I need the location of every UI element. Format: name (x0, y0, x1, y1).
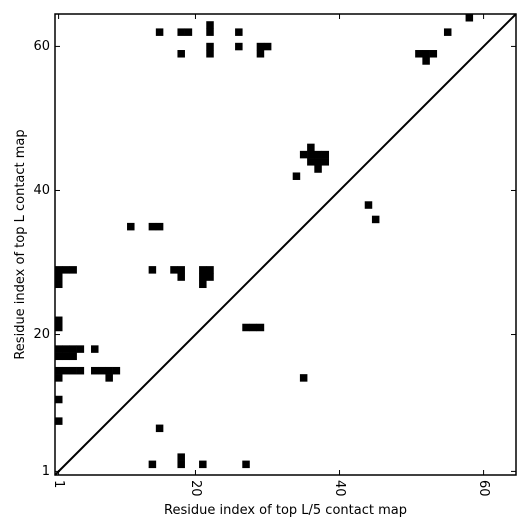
contact-cell (314, 165, 322, 173)
contact-cell (307, 143, 315, 152)
contact-cell (177, 453, 185, 461)
contact-cell (55, 280, 63, 289)
contact-cell (206, 266, 214, 274)
contact-cell (76, 366, 85, 375)
y-tick-label: 20 (33, 327, 50, 342)
contact-cell (364, 201, 373, 209)
contact-cell (148, 222, 157, 231)
contact-cell (112, 366, 121, 375)
contact-cell (321, 150, 330, 159)
contact-cell (256, 323, 265, 332)
contact-cell (98, 366, 106, 375)
contact-cell (177, 273, 185, 281)
contact-cell (321, 158, 330, 166)
contact-cell (62, 366, 70, 375)
y-axis-ticks: 1 20 40 60 (33, 39, 516, 479)
contact-cell (422, 57, 430, 65)
contact-cell (62, 266, 70, 274)
y-axis-label: Residue index of top L contact map (13, 129, 28, 359)
contact-cell (443, 28, 452, 36)
contact-cell (371, 215, 380, 224)
contact-cell (177, 460, 185, 469)
contact-cell (249, 323, 257, 332)
contact-cell (69, 266, 77, 274)
contact-cell (91, 345, 99, 353)
plot-frame (54, 13, 517, 476)
contact-cell (199, 460, 207, 469)
contact-cell (256, 42, 265, 51)
contact-cells (55, 14, 474, 469)
contact-cell (170, 266, 178, 274)
contact-cell (206, 273, 214, 281)
contact-cell (314, 158, 322, 166)
contact-cell (242, 460, 250, 469)
y-tick-label: 1 (42, 464, 50, 479)
contact-cell (307, 150, 315, 159)
contact-cell (199, 280, 207, 289)
x-tick-label: 1 (51, 480, 66, 488)
contact-cell (465, 14, 474, 22)
y-tick-label: 40 (33, 183, 50, 198)
contact-cell (235, 42, 243, 51)
contact-cell (148, 266, 157, 274)
contact-cell (415, 50, 423, 58)
contact-cell (69, 352, 77, 361)
contact-cell (69, 366, 77, 375)
x-tick-label: 60 (476, 480, 491, 497)
contact-cell (422, 50, 430, 58)
contact-cell (177, 50, 185, 58)
x-tick-label: 40 (332, 480, 347, 497)
contact-cell (206, 21, 214, 29)
contact-cell (91, 366, 99, 375)
contact-cell (55, 374, 63, 382)
x-axis-label: Residue index of top L/5 contact map (164, 503, 407, 518)
contact-cell (429, 50, 438, 58)
contact-cell (62, 352, 70, 361)
contact-cell (55, 345, 63, 353)
contact-cell (55, 417, 63, 425)
y-tick-label: 60 (33, 39, 50, 54)
contact-cell (206, 42, 214, 51)
x-tick-label: 20 (188, 480, 203, 497)
contact-cell (199, 273, 207, 281)
contact-cell (62, 345, 70, 353)
contact-cell (155, 222, 164, 231)
contact-cell (55, 316, 63, 325)
contact-cell (55, 266, 63, 274)
contact-cell (177, 28, 185, 36)
contact-cell (307, 158, 315, 166)
contact-cell (148, 460, 157, 469)
contact-cell (299, 374, 308, 382)
contact-cell (55, 273, 63, 281)
contact-cell (184, 28, 193, 36)
x-axis-ticks: 1 20 40 60 (51, 14, 491, 497)
contact-cell (155, 424, 164, 433)
contact-cell (292, 172, 301, 180)
contact-cell (177, 266, 185, 274)
contact-cell (206, 50, 214, 58)
contact-cell (314, 150, 322, 159)
contact-cell (69, 345, 77, 353)
contact-cell (55, 366, 63, 375)
contact-cell (263, 42, 272, 51)
contact-cell (105, 374, 113, 382)
contact-cell (127, 222, 135, 231)
contact-cell (55, 323, 63, 332)
contact-cell (206, 28, 214, 36)
contact-cell (76, 345, 85, 353)
contact-cell (199, 266, 207, 274)
contact-cell (242, 323, 250, 332)
contact-cell (55, 395, 63, 404)
contact-cell (105, 366, 113, 375)
contact-cell (155, 28, 164, 36)
diagonal-line (54, 13, 517, 476)
contact-cell (299, 150, 308, 159)
contact-cell (256, 50, 265, 58)
contact-cell (55, 352, 63, 361)
contact-cell (235, 28, 243, 36)
